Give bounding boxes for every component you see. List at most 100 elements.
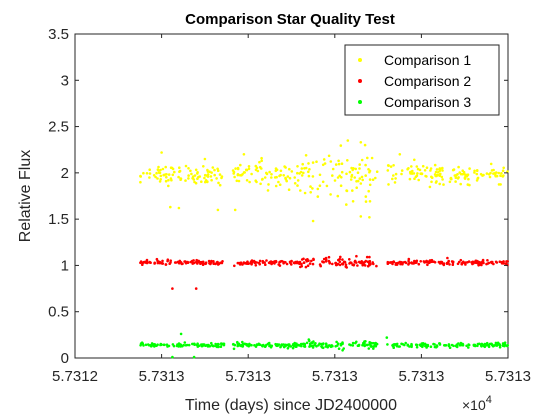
series-2 [139,254,510,290]
data-point [404,341,408,345]
data-point [288,176,292,180]
data-point [355,186,359,189]
data-point [434,170,438,174]
data-point [273,260,276,263]
data-point [158,180,162,183]
chart-title: Comparison Star Quality Test [185,11,395,28]
data-point [306,258,309,261]
data-point [179,177,183,180]
data-point [442,183,445,186]
data-point [338,257,342,261]
data-point [475,172,479,176]
data-point [268,170,271,174]
data-point [304,154,308,157]
data-point [413,177,416,180]
data-point [499,174,502,177]
data-point [305,260,309,263]
data-point [339,184,343,187]
data-point [263,261,266,264]
data-point [311,161,315,164]
data-point [269,260,273,263]
data-point [462,260,465,264]
data-point [367,347,371,350]
data-point [311,187,314,190]
data-point [196,345,200,348]
data-point [192,259,195,262]
data-point [145,258,149,262]
data-point-outlier [368,255,371,259]
data-point [187,177,190,180]
data-point [476,176,480,180]
data-point [495,174,499,178]
data-point [273,262,276,265]
y-tick-label: 1 [61,257,69,274]
data-point [439,260,443,264]
data-point [448,263,451,266]
data-point [391,177,394,181]
data-point-outlier [346,139,350,142]
data-point [201,260,205,264]
data-point [235,179,239,183]
data-point [282,174,286,177]
data-point [206,180,209,184]
data-point [435,344,439,347]
data-point [278,264,282,267]
data-point [169,166,173,169]
data-point [204,262,207,266]
data-point [461,342,464,346]
data-point [204,344,207,348]
data-point [190,172,193,176]
data-point [267,183,270,186]
data-point [154,175,157,179]
data-point [502,166,506,170]
data-point [375,170,379,173]
data-point [495,171,498,174]
data-point [337,159,340,163]
data-point [169,177,173,180]
data-point [419,260,423,263]
data-point [464,263,467,266]
data-point [485,172,489,175]
data-point [392,164,395,167]
data-point [485,341,489,345]
data-point [457,176,460,179]
data-point [233,264,236,268]
data-point [351,344,355,347]
data-point [438,182,442,186]
data-point [304,265,308,269]
data-point [210,341,213,345]
data-point [285,179,289,183]
data-point [392,346,396,350]
data-point [270,173,273,176]
data-point [353,259,357,263]
data-point [430,175,433,179]
data-point [502,262,506,265]
data-point [244,343,247,346]
data-point [213,173,216,177]
data-point [433,163,437,167]
data-point [320,342,323,346]
data-point [410,165,413,168]
data-point [338,263,342,267]
data-point [438,342,441,345]
data-point [316,187,320,191]
data-point [345,189,348,192]
data-point [368,342,371,346]
data-point [387,183,390,186]
data-point [338,174,342,178]
data-point [267,261,271,265]
data-point [364,174,368,177]
legend-marker [358,100,362,104]
data-point [277,180,280,184]
data-point [284,176,287,180]
data-point [423,342,427,346]
data-point [501,169,505,172]
data-point [425,259,428,263]
data-point [415,259,419,263]
x-tick-label: 5.7313 [485,368,531,385]
data-point-outlier [363,143,367,147]
data-point [315,345,318,348]
data-point [367,189,371,193]
data-point-outlier [203,157,207,161]
data-point [187,343,191,347]
